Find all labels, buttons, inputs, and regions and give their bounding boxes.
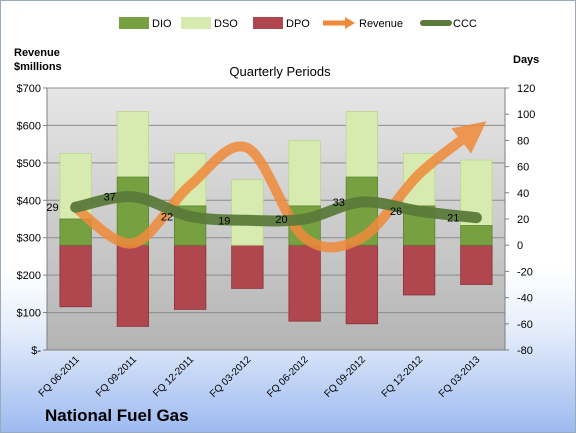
legend-label: DIO — [152, 18, 172, 30]
left-tick-label: $200 — [17, 270, 41, 282]
right-tick-label: -80 — [517, 345, 533, 357]
right-axis-label: Days — [513, 54, 539, 66]
bar-dpo — [460, 244, 493, 285]
left-tick-label: $600 — [17, 120, 41, 132]
bar-dso — [345, 111, 379, 178]
bar-dio — [460, 225, 493, 246]
bar-dso — [116, 111, 150, 178]
right-tick-label: -60 — [517, 319, 533, 331]
left-axis-label: Revenue $millions — [14, 47, 63, 73]
ccc-data-label: 20 — [275, 214, 287, 226]
legend-label: DPO — [286, 18, 310, 30]
bar-dpo — [402, 244, 436, 296]
legend-arrow — [345, 17, 355, 29]
company-name: National Fuel Gas — [45, 406, 189, 425]
right-tick-label: 60 — [517, 162, 529, 174]
ccc-series-line — [70, 191, 482, 227]
right-tick-label: -20 — [517, 266, 533, 278]
revenue-series-line — [70, 121, 487, 253]
bar-dpo — [116, 244, 150, 327]
bar-dpo — [231, 244, 264, 289]
bar-dpo — [345, 244, 379, 325]
right-tick-label: 20 — [517, 214, 529, 226]
legend-label: Revenue — [359, 18, 403, 30]
legend-swatch-dso — [181, 17, 211, 29]
ccc-data-label: 33 — [333, 197, 345, 209]
bar-dpo — [59, 244, 92, 308]
bar-dpo — [288, 244, 321, 322]
left-tick-label: $500 — [17, 158, 41, 170]
category-label: FQ 12-2012 — [380, 354, 426, 400]
category-label: FQ 09-2011 — [94, 354, 139, 399]
right-axis-ticks: -80 -60 -40 -20 0 20 40 60 80 100 120 — [517, 83, 535, 357]
right-tick-label: -40 — [517, 293, 533, 305]
left-tick-label: $100 — [17, 308, 41, 320]
legend-label: CCC — [453, 18, 477, 30]
right-tick-label: 120 — [517, 83, 535, 95]
bars — [59, 111, 493, 327]
left-tick-label: $- — [31, 345, 41, 357]
category-labels: FQ 06-2011 FQ 09-2011 FQ 12-2011 FQ 03-2012… — [37, 354, 483, 400]
bar-dso — [288, 139, 321, 207]
bar-dso — [231, 179, 264, 246]
right-tick-label: 80 — [517, 135, 529, 147]
category-label: FQ 03-2013 — [437, 354, 483, 400]
right-tick-label: 40 — [517, 188, 529, 200]
left-tick-label: $400 — [17, 195, 41, 207]
left-axis-ticks: $- $100 $200 $300 $400 $500 $600 $700 — [17, 83, 42, 357]
bar-dio — [59, 218, 92, 246]
ccc-data-label: 22 — [161, 211, 173, 223]
bar-dpo — [173, 244, 207, 310]
ccc-data-label: 19 — [218, 215, 230, 227]
ccc-data-label: 37 — [104, 192, 116, 204]
ccc-data-labels: 29 37 22 19 20 33 26 21 — [46, 192, 459, 228]
legend-swatch-dpo — [253, 17, 283, 29]
ccc-data-label: 21 — [447, 213, 459, 225]
category-label: FQ 06-2011 — [37, 354, 82, 399]
left-tick-label: $700 — [17, 83, 41, 95]
right-tick-label: 100 — [517, 109, 535, 121]
category-label: FQ 06-2012 — [265, 354, 311, 400]
legend-swatch-dio — [119, 17, 149, 29]
category-label: FQ 12-2011 — [151, 354, 196, 399]
legend: DIO DSO DPO Revenue CCC — [119, 17, 477, 30]
ccc-data-label: 26 — [390, 206, 402, 218]
left-tick-label: $300 — [17, 233, 41, 245]
category-label: FQ 03-2012 — [208, 354, 254, 400]
chart-title: Quarterly Periods — [229, 64, 331, 79]
right-tick-label: 0 — [517, 240, 523, 252]
legend-label: DSO — [214, 18, 238, 30]
category-label: FQ 09-2012 — [322, 354, 368, 400]
ccc-data-label: 29 — [46, 202, 58, 214]
